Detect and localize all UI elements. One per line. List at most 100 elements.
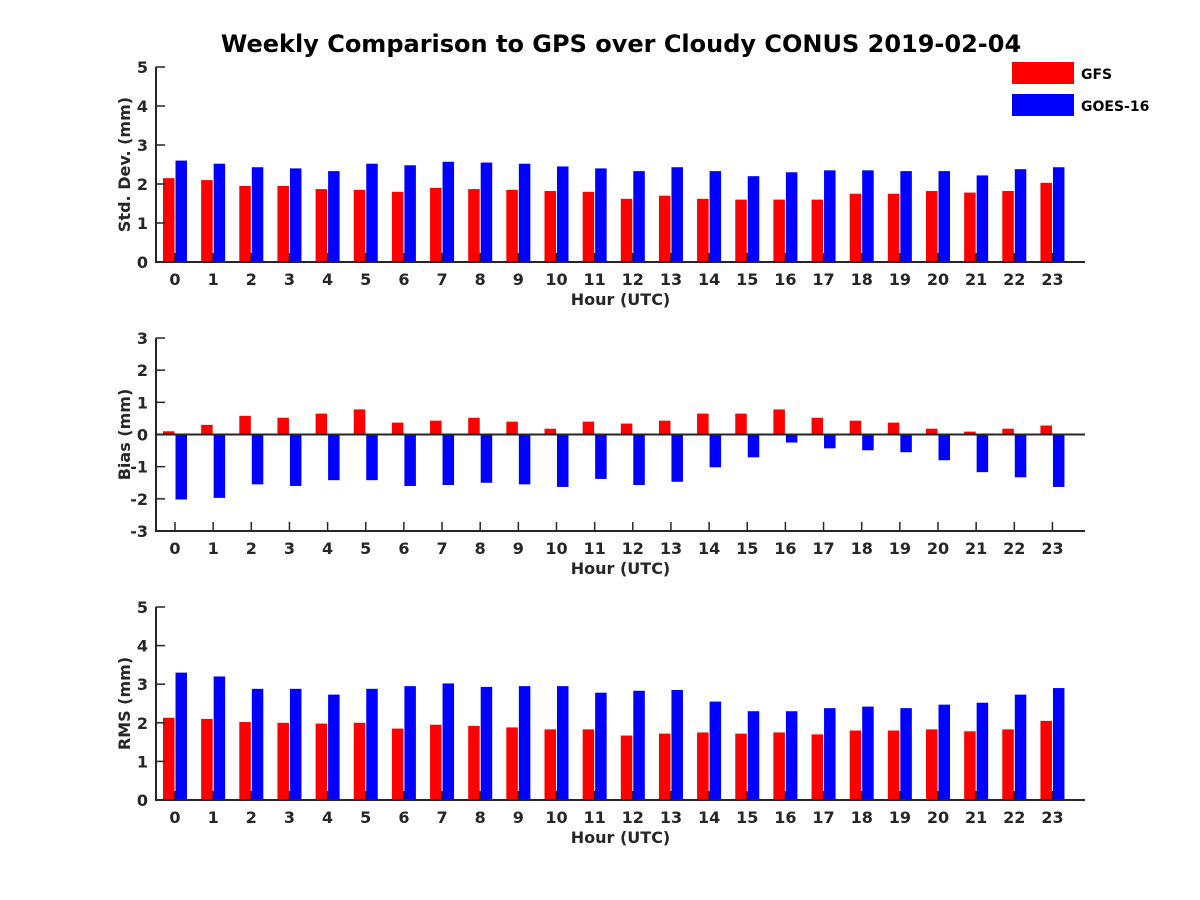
y-axis-label: Std. Dev. (mm)	[115, 97, 134, 232]
bar-gfs-hour-14	[697, 198, 709, 262]
bar-gfs-hour-18	[849, 730, 862, 800]
y-tick-label: -3	[130, 522, 148, 541]
x-tick-label: 20	[927, 808, 949, 827]
bar-goes-16-hour-0	[175, 672, 187, 800]
bar-goes-16-hour-20	[938, 171, 950, 262]
bar-gfs-hour-0	[163, 717, 175, 800]
bar-goes-16-hour-6	[404, 434, 416, 486]
x-tick-label: 13	[660, 270, 682, 289]
bar-goes-16-hour-14	[709, 701, 722, 800]
bar-gfs-hour-20	[926, 428, 938, 435]
x-tick-label: 2	[246, 539, 257, 558]
bar-goes-16-hour-12	[633, 171, 645, 262]
x-tick-label: 16	[774, 539, 796, 558]
bar-goes-16-hour-17	[824, 708, 836, 800]
x-tick-label: 13	[660, 808, 682, 827]
x-tick-label: 7	[436, 539, 447, 558]
legend-swatch-goes-16	[1012, 94, 1074, 116]
bar-goes-16-hour-3	[289, 434, 302, 486]
y-tick-label: -1	[130, 458, 148, 477]
bar-goes-16-hour-1	[213, 434, 226, 498]
bar-goes-16-hour-2	[251, 434, 264, 485]
bar-gfs-hour-1	[201, 718, 213, 800]
bar-gfs-hour-17	[811, 417, 824, 435]
y-tick-label: 1	[137, 393, 148, 412]
x-tick-label: 8	[475, 539, 486, 558]
legend-label-goes-16: GOES-16	[1081, 99, 1149, 115]
y-tick-label: -2	[130, 490, 148, 509]
x-tick-label: 11	[584, 270, 606, 289]
legend-swatch-gfs	[1012, 62, 1074, 84]
bar-goes-16-hour-1	[213, 163, 226, 262]
x-tick-label: 15	[736, 808, 758, 827]
x-tick-label: 20	[927, 270, 949, 289]
chart-title: Weekly Comparison to GPS over Cloudy CON…	[220, 30, 1022, 58]
bar-gfs-hour-13	[658, 420, 671, 435]
y-tick-label: 4	[137, 97, 148, 116]
x-tick-label: 14	[698, 808, 720, 827]
bar-goes-16-hour-7	[442, 161, 455, 262]
x-tick-label: 0	[169, 270, 180, 289]
x-tick-label: 16	[774, 270, 796, 289]
y-tick-label: 4	[137, 637, 148, 656]
bar-goes-16-hour-6	[404, 686, 416, 800]
bar-gfs-hour-9	[506, 421, 518, 435]
bar-gfs-hour-6	[391, 191, 404, 262]
bar-goes-16-hour-11	[595, 434, 607, 479]
bar-gfs-hour-14	[697, 413, 709, 435]
y-tick-label: 0	[137, 426, 148, 445]
bar-gfs-hour-11	[582, 421, 595, 435]
bar-goes-16-hour-8	[480, 434, 493, 483]
x-tick-label: 15	[736, 539, 758, 558]
x-tick-label: 1	[208, 808, 219, 827]
bar-gfs-hour-17	[811, 199, 824, 262]
bar-goes-16-hour-1	[213, 676, 226, 800]
y-tick-label: 3	[137, 329, 148, 348]
bar-gfs-hour-15	[735, 199, 747, 262]
bar-goes-16-hour-12	[633, 690, 645, 800]
bar-gfs-hour-23	[1040, 182, 1052, 262]
x-tick-label: 6	[398, 270, 409, 289]
bar-goes-16-hour-11	[595, 168, 607, 262]
bar-gfs-hour-16	[773, 409, 785, 435]
bar-gfs-hour-12	[620, 423, 633, 435]
y-tick-label: 0	[137, 253, 148, 272]
bar-gfs-hour-20	[926, 191, 938, 262]
x-tick-label: 11	[584, 808, 606, 827]
y-tick-label: 2	[137, 175, 148, 194]
bar-goes-16-hour-2	[251, 167, 264, 262]
bar-goes-16-hour-16	[785, 711, 798, 800]
bar-gfs-hour-10	[544, 191, 556, 262]
y-tick-label: 1	[137, 752, 148, 771]
bar-gfs-hour-12	[620, 735, 633, 800]
bar-gfs-hour-13	[658, 733, 671, 800]
x-tick-label: 3	[284, 808, 295, 827]
x-tick-label: 4	[322, 539, 333, 558]
x-tick-label: 8	[475, 808, 486, 827]
bar-goes-16-hour-4	[328, 434, 340, 481]
bar-goes-16-hour-22	[1014, 169, 1027, 262]
bar-goes-16-hour-7	[442, 434, 455, 486]
x-tick-label: 2	[246, 270, 257, 289]
x-tick-label: 6	[398, 539, 409, 558]
x-tick-label: 9	[513, 539, 524, 558]
x-tick-label: 16	[774, 808, 796, 827]
bar-goes-16-hour-17	[824, 170, 836, 262]
bar-goes-16-hour-15	[747, 711, 760, 800]
bar-gfs-hour-22	[1002, 191, 1014, 262]
x-tick-label: 4	[322, 808, 333, 827]
bar-gfs-hour-21	[964, 731, 976, 800]
bar-goes-16-hour-18	[862, 170, 874, 262]
bar-goes-16-hour-21	[976, 175, 989, 262]
bar-goes-16-hour-11	[595, 692, 607, 800]
bar-goes-16-hour-23	[1052, 167, 1065, 262]
x-tick-label: 5	[360, 270, 371, 289]
bar-gfs-hour-4	[315, 723, 328, 800]
bar-goes-16-hour-23	[1052, 688, 1065, 800]
bar-gfs-hour-19	[887, 730, 900, 800]
bar-goes-16-hour-13	[671, 167, 683, 262]
bar-goes-16-hour-0	[175, 160, 187, 262]
bar-goes-16-hour-9	[518, 163, 531, 262]
bar-goes-16-hour-19	[900, 434, 912, 453]
bar-gfs-hour-8	[468, 725, 480, 800]
